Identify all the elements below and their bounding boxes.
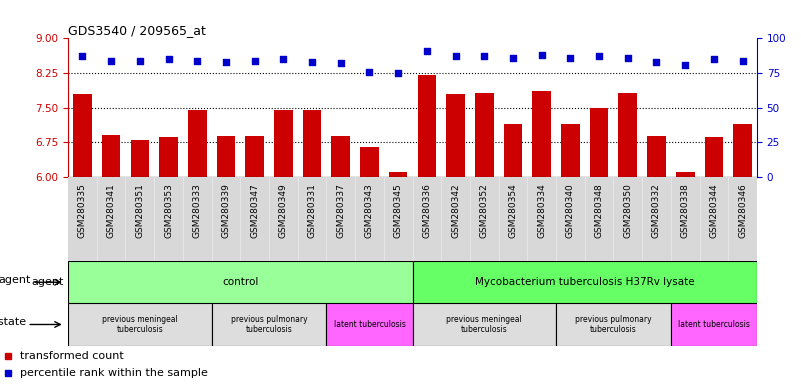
Bar [705,137,723,177]
Point [449,53,462,60]
Bar [159,137,178,177]
Text: previous meningeal
tuberculosis: previous meningeal tuberculosis [446,315,522,334]
Text: previous pulmonary
tuberculosis: previous pulmonary tuberculosis [575,315,652,334]
Text: disease state: disease state [0,317,26,328]
Bar [676,172,694,177]
Text: GSM280337: GSM280337 [336,184,345,238]
Bar [533,91,551,177]
Point [622,55,634,61]
Bar [68,303,211,346]
Bar [68,261,413,303]
Bar [733,124,752,177]
Text: GSM280341: GSM280341 [107,184,115,238]
Text: GSM280351: GSM280351 [135,184,144,238]
Bar [670,303,757,346]
Bar [561,124,580,177]
Text: GSM280340: GSM280340 [566,184,575,238]
Point [506,55,519,61]
Bar [446,94,465,177]
Bar [211,303,326,346]
Bar [326,303,413,346]
Text: latent tuberculosis: latent tuberculosis [333,320,405,329]
Point [564,55,577,61]
Text: GSM280331: GSM280331 [308,184,316,238]
Text: control: control [222,277,259,287]
Bar [73,94,92,177]
Bar [245,136,264,177]
Bar [360,147,379,177]
Bar [618,93,637,177]
Bar [504,124,522,177]
Bar [647,136,666,177]
Text: GSM280344: GSM280344 [710,184,718,238]
Text: GSM280349: GSM280349 [279,184,288,238]
Text: GSM280346: GSM280346 [738,184,747,238]
Text: GSM280347: GSM280347 [250,184,260,238]
Text: GSM280352: GSM280352 [480,184,489,238]
Bar [388,172,408,177]
Bar [413,303,556,346]
Point [219,59,232,65]
Point [535,52,548,58]
Text: GSM280332: GSM280332 [652,184,661,238]
Text: GSM280335: GSM280335 [78,184,87,238]
Text: percentile rank within the sample: percentile rank within the sample [20,368,208,378]
Text: GSM280345: GSM280345 [393,184,403,238]
Text: latent tuberculosis: latent tuberculosis [678,320,750,329]
Text: GSM280343: GSM280343 [365,184,374,238]
Bar [216,136,235,177]
Bar [413,261,757,303]
Text: GSM280353: GSM280353 [164,184,173,238]
Point [593,53,606,60]
Text: agent: agent [0,275,30,285]
Point [736,58,749,64]
Text: GSM280348: GSM280348 [594,184,604,238]
Point [191,58,203,64]
Point [134,58,147,64]
Point [248,58,261,64]
Bar [188,110,207,177]
Bar [590,108,609,177]
Bar [274,110,292,177]
Bar [332,136,350,177]
Text: Mycobacterium tuberculosis H37Rv lysate: Mycobacterium tuberculosis H37Rv lysate [475,277,694,287]
Point [421,48,433,54]
Bar [556,303,670,346]
Bar [475,93,493,177]
Point [392,70,405,76]
Text: GSM280350: GSM280350 [623,184,632,238]
Point [105,58,118,64]
Point [306,59,319,65]
Text: GSM280354: GSM280354 [509,184,517,238]
Text: GDS3540 / 209565_at: GDS3540 / 209565_at [68,24,206,37]
Bar [417,75,437,177]
Text: GSM280336: GSM280336 [422,184,432,238]
Text: GSM280342: GSM280342 [451,184,460,238]
Point [650,59,663,65]
Text: GSM280338: GSM280338 [681,184,690,238]
Bar [303,110,321,177]
Point [76,53,89,60]
Point [678,61,691,68]
Text: previous pulmonary
tuberculosis: previous pulmonary tuberculosis [231,315,308,334]
Text: GSM280339: GSM280339 [221,184,231,238]
Point [707,56,720,62]
Text: agent: agent [32,277,64,287]
Point [162,56,175,62]
Point [277,56,290,62]
Text: GSM280333: GSM280333 [193,184,202,238]
Point [363,68,376,74]
Bar [102,135,120,177]
Bar [131,140,149,177]
Point [478,53,491,60]
Text: previous meningeal
tuberculosis: previous meningeal tuberculosis [102,315,178,334]
Text: GSM280334: GSM280334 [537,184,546,238]
Point [334,60,347,66]
Text: transformed count: transformed count [20,351,124,361]
